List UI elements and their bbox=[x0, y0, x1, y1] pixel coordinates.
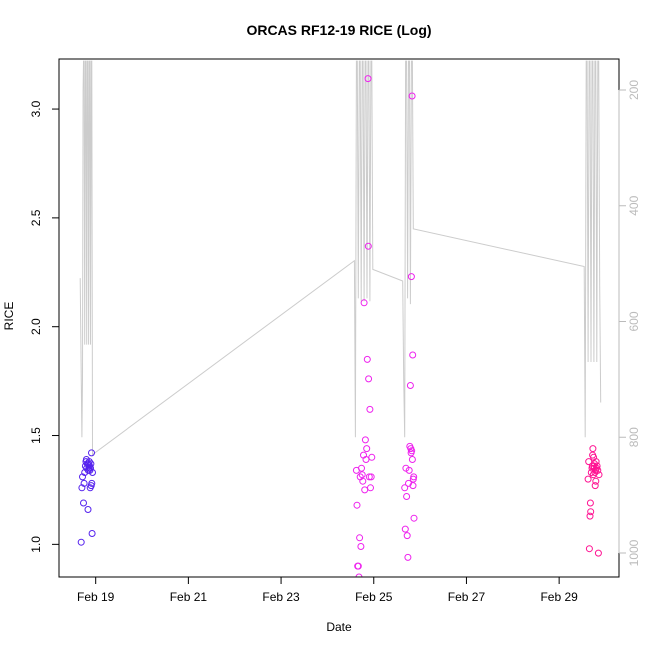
data-point-s1-46 bbox=[410, 514, 418, 522]
y-axis: 1.0 1.5 2.0 2.5 3.0 bbox=[29, 100, 60, 553]
data-point-s1-26 bbox=[401, 484, 409, 492]
data-point-s2-24 bbox=[594, 549, 602, 557]
data-point-s0-1 bbox=[78, 484, 86, 492]
y2-tick-label-1: 400 bbox=[627, 195, 641, 215]
data-point-s1-35 bbox=[406, 382, 414, 389]
y2-tick-label-3: 800 bbox=[627, 427, 641, 447]
data-point-s2-3 bbox=[586, 512, 594, 520]
data-point-s1-18 bbox=[364, 75, 372, 83]
data-point-s0-4 bbox=[80, 479, 88, 487]
data-point-s0-19 bbox=[87, 464, 94, 472]
x-axis-label: Date bbox=[326, 620, 352, 634]
data-point-s2-1 bbox=[585, 458, 593, 466]
data-point-s1-27 bbox=[401, 525, 409, 533]
data-point-s0-15 bbox=[85, 458, 93, 466]
data-point-s1-24 bbox=[367, 473, 375, 481]
data-point-s1-40 bbox=[408, 92, 416, 100]
data-point-s0-23 bbox=[88, 479, 96, 487]
data-point-s1-1 bbox=[353, 501, 361, 509]
data-point-s1-15 bbox=[362, 456, 370, 463]
data-point-s1-31 bbox=[404, 553, 412, 561]
data-point-s1-30 bbox=[403, 532, 411, 540]
x-tick-label-4: Feb 27 bbox=[448, 590, 486, 604]
data-point-s1-5 bbox=[356, 534, 364, 542]
data-point-s0-25 bbox=[89, 469, 96, 476]
data-point-s1-17 bbox=[363, 355, 371, 363]
data-point-s0-2 bbox=[79, 473, 86, 481]
data-point-s1-16 bbox=[363, 445, 371, 453]
data-point-s0-0 bbox=[77, 538, 85, 546]
y2-tick-label-2: 600 bbox=[627, 311, 641, 331]
x-tick-label-3: Feb 25 bbox=[355, 590, 393, 604]
y-axis-label: RICE bbox=[2, 302, 16, 331]
data-point-s1-14 bbox=[361, 436, 369, 444]
data-point-s0-20 bbox=[87, 460, 95, 468]
data-point-s1-7 bbox=[357, 543, 365, 550]
data-point-s2-20 bbox=[592, 458, 600, 466]
y-tick-label-4: 3.0 bbox=[29, 100, 43, 117]
data-point-s1-4 bbox=[355, 573, 363, 577]
data-point-s1-42 bbox=[409, 351, 417, 359]
data-point-s2-22 bbox=[593, 462, 601, 470]
data-point-s1-19 bbox=[364, 242, 372, 250]
y-tick-label-1: 1.5 bbox=[29, 427, 43, 444]
data-point-s1-22 bbox=[366, 405, 374, 413]
data-point-s1-41 bbox=[408, 456, 416, 463]
data-point-s1-10 bbox=[359, 477, 367, 485]
y2-axis: 200 400 600 800 1000 bbox=[618, 80, 641, 566]
data-point-s1-33 bbox=[405, 466, 413, 474]
data-point-s1-20 bbox=[365, 375, 373, 383]
data-point-s1-29 bbox=[403, 493, 411, 500]
data-point-s0-22 bbox=[88, 449, 95, 457]
data-point-s2-4 bbox=[586, 499, 594, 507]
x-tick-label-2: Feb 23 bbox=[262, 590, 300, 604]
y-tick-label-3: 2.5 bbox=[29, 209, 43, 226]
data-point-s1-39 bbox=[408, 447, 416, 455]
data-point-s1-38 bbox=[407, 273, 415, 281]
data-point-s2-17 bbox=[591, 482, 599, 490]
data-point-s1-3 bbox=[354, 562, 362, 570]
data-point-s2-10 bbox=[589, 445, 597, 453]
data-point-s2-23 bbox=[594, 466, 602, 474]
data-point-s2-5 bbox=[587, 508, 595, 516]
x-tick-label-1: Feb 21 bbox=[170, 590, 208, 604]
y-tick-label-0: 1.0 bbox=[29, 536, 43, 553]
data-point-s2-0 bbox=[584, 475, 592, 483]
data-point-s1-9 bbox=[358, 471, 366, 479]
y2-tick-label-0: 200 bbox=[627, 80, 641, 100]
data-point-s1-25 bbox=[368, 453, 376, 461]
data-point-s1-23 bbox=[367, 484, 374, 492]
y2-tick-label-4: 1000 bbox=[627, 539, 641, 566]
data-point-s1-12 bbox=[360, 299, 368, 307]
data-point-s2-25 bbox=[595, 471, 603, 479]
data-point-s0-24 bbox=[88, 530, 96, 537]
data-point-s2-19 bbox=[592, 477, 600, 485]
x-tick-label-0: Feb 19 bbox=[77, 590, 115, 604]
data-point-s1-21 bbox=[365, 473, 373, 481]
data-point-s0-3 bbox=[80, 499, 87, 507]
secondary-line-layer bbox=[79, 60, 602, 456]
y-tick-label-2: 2.0 bbox=[29, 318, 43, 335]
data-point-s2-2 bbox=[585, 545, 593, 553]
scatter-points-layer bbox=[77, 75, 603, 577]
x-axis: Feb 19 Feb 21 Feb 23 Feb 25 Feb 27 Feb 29 bbox=[77, 576, 578, 604]
data-point-s1-45 bbox=[410, 473, 418, 481]
x-tick-label-5: Feb 29 bbox=[540, 590, 578, 604]
chart-title: ORCAS RF12-19 RICE (Log) bbox=[246, 22, 431, 38]
data-point-s1-43 bbox=[409, 482, 417, 490]
data-point-s1-8 bbox=[358, 464, 365, 472]
data-point-s0-11 bbox=[84, 506, 92, 513]
secondary-series-line bbox=[79, 60, 602, 456]
